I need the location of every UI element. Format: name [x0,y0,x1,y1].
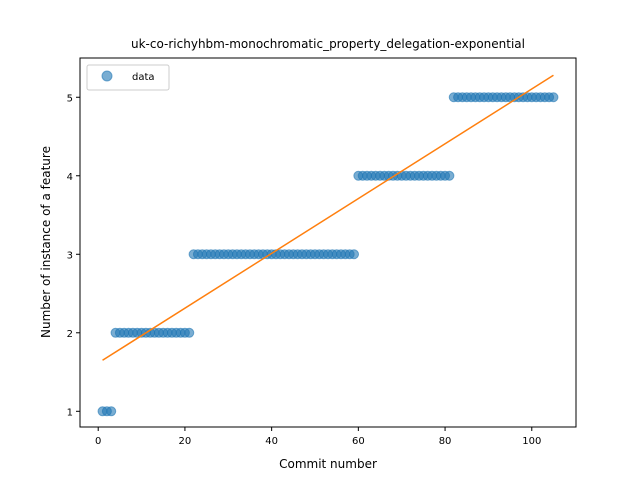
x-tick-label: 80 [439,436,452,447]
plot-frame [79,57,577,428]
chart-title: uk-co-richyhbm-monochromatic_property_de… [131,37,525,51]
data-point [349,249,360,260]
x-tick-label: 40 [265,436,278,447]
fit-line [102,74,554,361]
legend-label: data [132,72,155,83]
plot-marks [97,74,559,417]
y-axis-label: Number of instance of a feature [39,146,53,338]
legend-marker [101,70,113,82]
y-tick-label: 2 [67,329,73,340]
y-tick-label: 1 [67,407,73,418]
y-tick-label: 5 [67,93,73,104]
x-tick-label: 60 [352,436,365,447]
x-axis-label: Commit number [279,457,377,471]
data-point [106,406,117,417]
y-axis: 1 2 3 4 5 [67,93,80,418]
data-point [444,170,455,181]
data-point [184,327,195,338]
x-tick-label: 20 [179,436,192,447]
legend-box [86,64,170,91]
legend: data [86,64,170,91]
y-tick-label: 3 [67,250,73,261]
x-tick-label: 0 [95,436,101,447]
data-point [548,92,559,103]
x-tick-label: 100 [522,436,541,447]
x-axis: 0 20 40 60 80 100 [95,427,541,447]
y-tick-label: 4 [67,172,73,183]
